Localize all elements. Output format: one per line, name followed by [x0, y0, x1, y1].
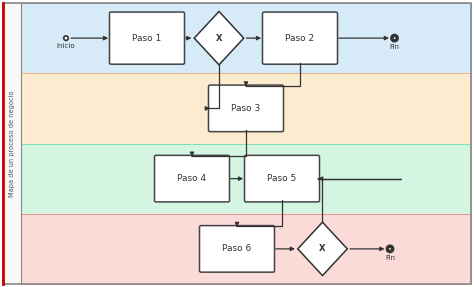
Bar — [21, 144, 471, 214]
Bar — [21, 3, 471, 73]
FancyBboxPatch shape — [200, 226, 274, 272]
Text: X: X — [216, 34, 222, 43]
Circle shape — [387, 246, 392, 251]
Text: Paso 3: Paso 3 — [231, 104, 261, 113]
Polygon shape — [194, 11, 244, 65]
FancyBboxPatch shape — [245, 155, 319, 202]
Circle shape — [392, 36, 397, 41]
Text: Fin: Fin — [390, 44, 400, 50]
Text: Paso 2: Paso 2 — [285, 34, 315, 43]
FancyBboxPatch shape — [109, 12, 184, 64]
FancyBboxPatch shape — [155, 155, 229, 202]
Text: Paso 1: Paso 1 — [132, 34, 162, 43]
Text: Fin: Fin — [385, 255, 395, 261]
Text: X: X — [319, 244, 326, 253]
Circle shape — [64, 36, 68, 40]
Bar — [3, 3, 21, 284]
Text: Paso 6: Paso 6 — [222, 244, 252, 253]
Bar — [21, 73, 471, 144]
Bar — [21, 214, 471, 284]
FancyBboxPatch shape — [209, 85, 283, 132]
Text: Mapa de un proceso de negocio: Mapa de un proceso de negocio — [9, 90, 15, 197]
Text: Paso 4: Paso 4 — [177, 174, 207, 183]
Polygon shape — [298, 222, 347, 276]
Text: Inicio: Inicio — [57, 43, 75, 49]
Text: Paso 5: Paso 5 — [267, 174, 297, 183]
FancyBboxPatch shape — [263, 12, 337, 64]
